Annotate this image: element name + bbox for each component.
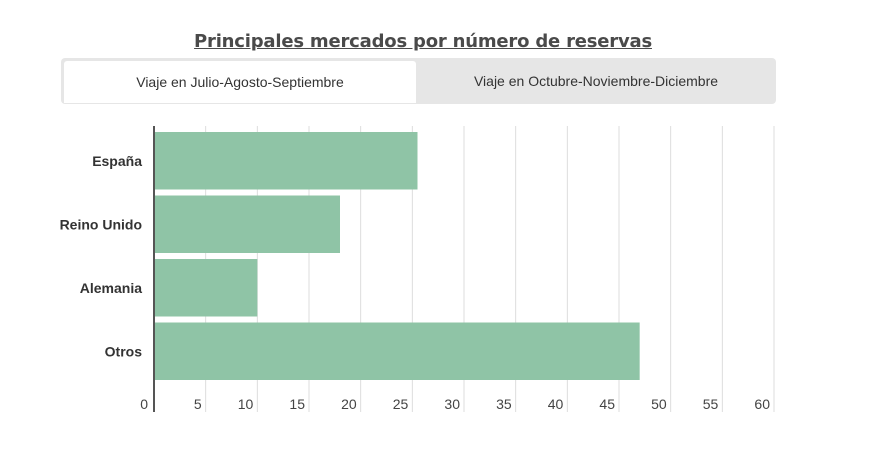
x-tick-label-5: 5: [194, 396, 202, 412]
category-label-0: España: [92, 153, 142, 169]
x-tick-label-0: 0: [140, 396, 148, 412]
x-tick-label-60: 60: [754, 396, 770, 412]
x-tick-label-10: 10: [238, 396, 254, 412]
bar-0: [154, 132, 418, 190]
chart-title: Principales mercados por número de reser…: [194, 31, 652, 52]
period-tabs: Viaje en Julio-Agosto-Septiembre Viaje e…: [61, 58, 776, 104]
category-label-2: Alemania: [80, 280, 142, 296]
x-tick-label-30: 30: [444, 396, 460, 412]
x-tick-label-40: 40: [548, 396, 564, 412]
category-label-1: Reino Unido: [60, 216, 142, 232]
x-tick-label-15: 15: [289, 396, 305, 412]
x-tick-label-55: 55: [703, 396, 719, 412]
tab-oct-nov-dec[interactable]: Viaje en Octubre-Noviembre-Diciembre: [473, 73, 719, 89]
tab-jul-aug-sep[interactable]: Viaje en Julio-Agosto-Septiembre: [64, 61, 416, 103]
x-tick-label-50: 50: [651, 396, 667, 412]
x-tick-label-35: 35: [496, 396, 512, 412]
bar-3: [154, 322, 640, 380]
bar-2: [154, 259, 258, 317]
x-tick-label-45: 45: [599, 396, 615, 412]
x-tick-label-20: 20: [341, 396, 357, 412]
x-tick-label-25: 25: [393, 396, 409, 412]
bar-1: [154, 195, 340, 253]
category-label-3: Otros: [105, 343, 143, 359]
